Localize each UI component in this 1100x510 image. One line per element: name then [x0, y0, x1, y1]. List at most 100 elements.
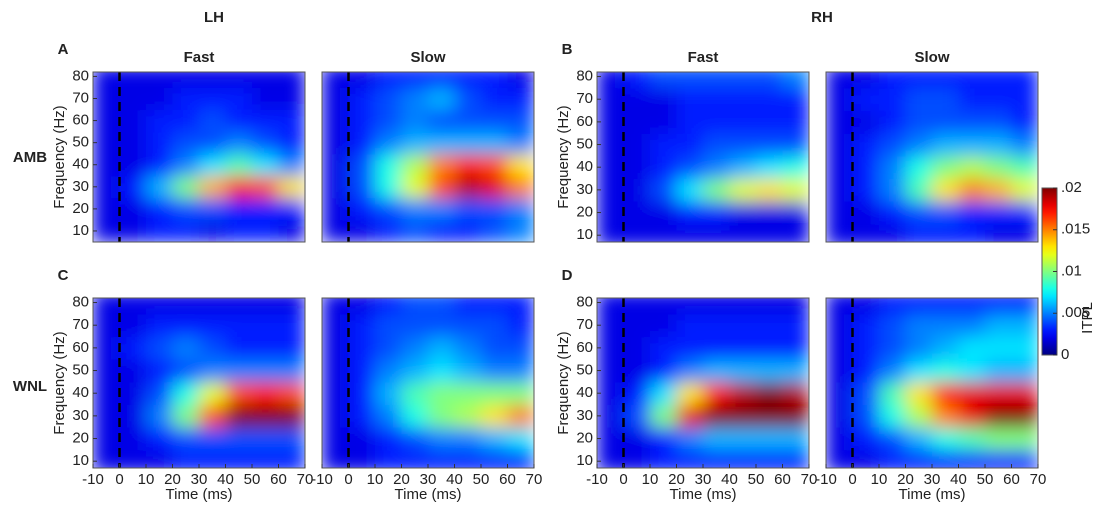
- heat-cell: [278, 87, 305, 111]
- heat-cell: [985, 110, 1012, 134]
- heat-cell: [932, 133, 959, 157]
- x-axis-label: Time (ms): [166, 486, 233, 503]
- heat-cell: [481, 427, 508, 451]
- heat-cell: [428, 197, 455, 221]
- heat-cell: [375, 449, 402, 468]
- heat-cell: [252, 298, 279, 315]
- heat-cell: [507, 72, 534, 88]
- heat-cell: [905, 336, 933, 360]
- x-tick-label: 50: [977, 471, 994, 488]
- heat-cell: [119, 109, 147, 133]
- heat-cell: [348, 427, 376, 451]
- heat-cell: [146, 87, 173, 111]
- heat-cell: [729, 381, 757, 406]
- heat-cell: [481, 404, 508, 428]
- y-tick-label: 70: [576, 316, 593, 333]
- y-tick-label: 40: [72, 384, 89, 401]
- heat-cell: [172, 449, 200, 468]
- heat-cell: [782, 178, 809, 202]
- heat-cell: [119, 197, 147, 221]
- heat-cell: [676, 155, 704, 180]
- heat-cell: [322, 131, 349, 155]
- heat-cell: [756, 223, 783, 242]
- heat-cell: [676, 72, 704, 89]
- heat-cell: [348, 197, 376, 221]
- heat-cell: [252, 336, 279, 360]
- heat-cell: [985, 404, 1012, 428]
- y-tick-label: 10: [72, 222, 89, 239]
- heat-cell: [348, 175, 376, 199]
- heat-cell: [507, 197, 534, 221]
- y-tick-label: 30: [576, 181, 593, 198]
- heatmap-cells: [93, 298, 305, 468]
- heat-cell: [1011, 336, 1038, 360]
- heat-cell: [322, 87, 349, 111]
- heat-cell: [428, 219, 455, 242]
- heat-cell: [119, 175, 147, 199]
- heat-cell: [623, 87, 651, 112]
- heat-cell: [905, 87, 933, 112]
- heat-cell: [782, 201, 809, 225]
- heat-cell: [225, 336, 253, 360]
- heat-cell: [172, 109, 200, 133]
- x-tick-label: 60: [1003, 471, 1020, 488]
- heat-cell: [322, 336, 349, 360]
- x-tick-label: 70: [526, 471, 543, 488]
- heat-cell: [932, 427, 959, 451]
- heat-cell: [905, 223, 933, 242]
- heat-cell: [278, 336, 305, 360]
- heat-cell: [278, 427, 305, 451]
- heat-cell: [375, 153, 402, 177]
- y-tick-label: 80: [576, 294, 593, 311]
- y-tick-label: 10: [576, 226, 593, 243]
- y-tick-label: 70: [72, 316, 89, 333]
- heat-cell: [650, 404, 677, 428]
- x-tick-label: 0: [344, 471, 352, 488]
- x-tick-label: 30: [420, 471, 437, 488]
- heat-cell: [481, 197, 508, 221]
- x-tick-label: 30: [695, 471, 712, 488]
- heat-cell: [225, 153, 253, 177]
- heat-cell: [879, 449, 906, 468]
- y-axis-label: Frequency (Hz): [51, 331, 68, 434]
- heat-cell: [375, 219, 402, 242]
- heat-cell: [932, 72, 959, 89]
- heat-cell: [782, 359, 809, 383]
- heat-cell: [905, 313, 933, 338]
- heat-cell: [375, 313, 402, 338]
- heat-cell: [932, 381, 959, 406]
- heat-cell: [905, 298, 933, 315]
- heat-cell: [401, 175, 429, 199]
- heat-cell: [199, 427, 226, 451]
- heat-cell: [932, 404, 959, 428]
- heat-cell: [879, 110, 906, 134]
- heat-cell: [650, 313, 677, 338]
- y-tick-label: 20: [72, 200, 89, 217]
- heat-cell: [985, 133, 1012, 157]
- x-tick-label: 0: [619, 471, 627, 488]
- y-tick-label: 80: [72, 67, 89, 84]
- heat-cell: [985, 427, 1012, 451]
- heat-cell: [932, 110, 959, 134]
- heat-cell: [958, 427, 986, 451]
- heat-cell: [623, 404, 651, 428]
- heat-cell: [756, 336, 783, 360]
- heat-cell: [676, 133, 704, 157]
- heat-cell: [597, 155, 624, 180]
- heat-cell: [507, 427, 534, 451]
- heat-cell: [322, 359, 349, 383]
- heat-cell: [454, 87, 482, 111]
- heat-cell: [252, 449, 279, 468]
- heat-cell: [650, 336, 677, 360]
- heat-cell: [507, 313, 534, 338]
- heat-cell: [782, 336, 809, 360]
- heat-cell: [225, 359, 253, 383]
- y-tick-label: 30: [72, 407, 89, 424]
- plot-frame: [596, 71, 810, 243]
- heat-cell: [1011, 201, 1038, 225]
- heat-cell: [676, 223, 704, 242]
- heat-cell: [756, 313, 783, 338]
- heatmap: [597, 298, 809, 468]
- heat-cell: [1011, 133, 1038, 157]
- heat-cell: [782, 110, 809, 134]
